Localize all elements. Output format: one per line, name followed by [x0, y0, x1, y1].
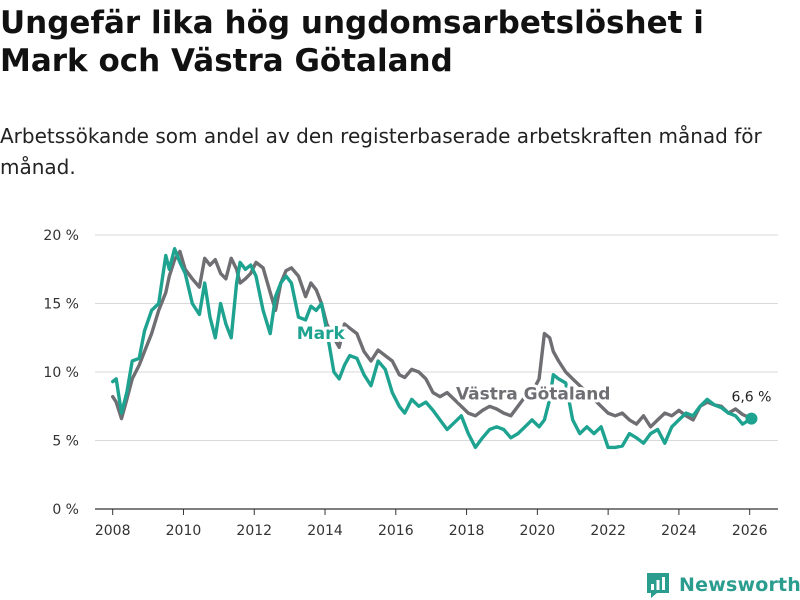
series-label-mark-halo: Mark [297, 324, 346, 344]
series-line-mark [111, 247, 754, 450]
grid-lines [95, 234, 778, 441]
brand-name: Newsworthy [679, 574, 800, 596]
end-point-marker [745, 412, 758, 425]
series-label-mark: Mark [297, 324, 346, 344]
y-tick-label: 0 % [52, 502, 79, 518]
x-tick-label: 2026 [732, 523, 768, 539]
y-tick-label: 5 % [52, 434, 79, 450]
chart-title: Ungefär lika hög ungdomsarbetslöshet i M… [0, 5, 704, 79]
series-label-vastra-gotaland: Västra Götaland [456, 384, 611, 404]
series-lines [111, 247, 754, 450]
series-label-vastra-gotaland-halo: Västra Götaland [456, 384, 611, 404]
y-tick-label: 20 % [43, 228, 79, 244]
x-tick-label: 2022 [590, 523, 626, 539]
y-tick-label: 15 % [43, 297, 79, 313]
newsworthy-logo-icon [647, 573, 669, 598]
axes: 0 % 5 % 10 % 15 % 20 % 2008 2010 2012 2014 2016 20… [43, 228, 778, 539]
end-value-label: 6,6 % [731, 390, 771, 406]
y-tick-label: 10 % [43, 365, 79, 381]
series-line-västra-götaland [111, 249, 754, 429]
x-tick-label: 2014 [307, 523, 343, 539]
brand-logo[interactable]: Newsworthy [645, 570, 800, 600]
x-tick-label: 2024 [661, 523, 697, 539]
chart-subtitle: Arbetssökande som andel av den registerb… [0, 124, 762, 179]
x-tick-label: 2018 [449, 523, 485, 539]
x-tick-label: 2020 [520, 523, 556, 539]
x-tick-label: 2012 [236, 523, 272, 539]
x-tick-label: 2010 [166, 523, 202, 539]
x-tick-label: 2008 [95, 523, 131, 539]
x-tick-label: 2016 [378, 523, 414, 539]
